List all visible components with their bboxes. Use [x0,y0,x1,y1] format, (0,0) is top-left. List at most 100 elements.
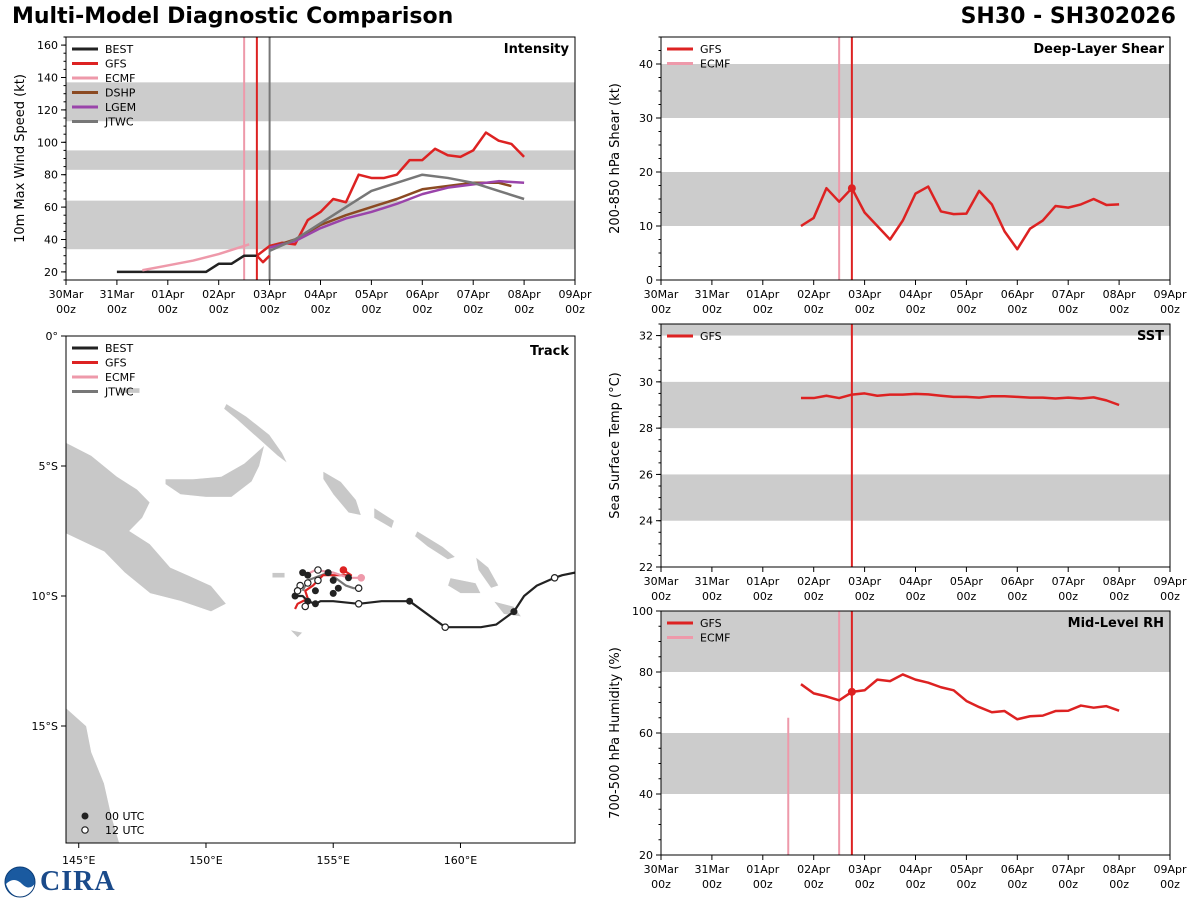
x-tick-label-date: 04Apr [304,288,338,301]
threshold-band [661,324,1170,336]
legend-label-best: BEST [105,43,133,56]
track-point-12utc [441,623,450,632]
x-tick-label-hour: 00z [209,303,229,316]
land-mass [322,470,362,516]
threshold-band [661,381,1170,429]
x-tick-label-hour: 00z [957,590,977,603]
x-tick-label-hour: 00z [158,303,178,316]
track-point-12utc [303,579,312,587]
x-tick-label-hour: 00z [651,303,671,316]
map-area [66,336,575,843]
y-tick-label: 10 [639,220,653,233]
series-line-ecmf [142,243,250,272]
x-tick-label-date: 01Apr [746,288,780,301]
x-tick-label-hour: 00z [1109,303,1129,316]
panel-shear: 0 10 20 30 40 30Mar 00z 31Mar 00z 01Apr 00z 02Apr 00… [608,36,1187,316]
x-tick-label-date: 06Apr [1001,288,1035,301]
figure-title: Multi-Model Diagnostic Comparison [12,4,454,29]
y-tick-label: 140 [37,72,58,85]
legend-label-gfs: GFS [700,617,722,630]
threshold-band [661,64,1170,118]
x-tick-label-hour: 00z [804,303,824,316]
land-mass [66,442,227,612]
x-tick-label-date: 05Apr [950,863,984,876]
x-tick-label-date: 02Apr [202,288,236,301]
threshold-band [661,733,1170,794]
land-mass [475,556,500,589]
x-tick-label-date: 03Apr [848,575,882,588]
y-tick-label: 80 [639,666,653,679]
land-mass [119,387,141,394]
cira-logo-text: CIRA [40,866,116,897]
x-tick-label-hour: 00z [906,303,926,316]
x-tick-label-date: 06Apr [1001,575,1035,588]
x-tick-label-hour: 00z [1058,878,1078,891]
x-tick-label-date: 02Apr [797,863,831,876]
lat-tick-label: 10°S [32,590,58,603]
land-mass [373,507,395,529]
x-tick-label-hour: 00z [957,303,977,316]
y-tick-label: 40 [44,234,58,247]
lon-tick-label: 155°E [316,854,349,867]
x-tick-label-date: 02Apr [797,288,831,301]
track-point-12utc [314,576,322,585]
track-point-12utc [293,586,302,595]
x-tick-label-date: 03Apr [253,288,287,301]
y-tick-label: 40 [639,58,653,71]
axes-frame [660,323,1171,568]
x-tick-label-date: 30Mar [644,575,679,588]
x-tick-label-hour: 00z [855,590,875,603]
y-axis-label: 10m Max Wind Speed (kt) [13,74,28,243]
land-mass [271,572,286,579]
x-tick-label-date: 30Mar [49,288,84,301]
legend-label-00utc: 00 UTC [105,810,145,823]
track-point-00utc [329,589,337,597]
x-tick-label-date: 08Apr [1103,863,1137,876]
legend-marker-00utc [81,812,89,820]
plot-area [787,611,1120,855]
x-tick-label-date: 07Apr [457,288,491,301]
y-tick-label: 20 [639,166,653,179]
series-line-gfs [800,186,853,228]
track-point-12utc [354,599,363,608]
y-tick-label: 120 [37,104,58,117]
track-point-12utc [354,584,363,593]
x-tick-label-date: 31Mar [695,288,730,301]
track-ecmf [304,568,362,579]
x-tick-label-hour: 00z [855,878,875,891]
x-tick-label-hour: 00z [107,303,127,316]
x-tick-label-date: 08Apr [1103,575,1137,588]
y-tick-label: 30 [639,376,653,389]
land-mass [289,629,304,639]
ocean [66,336,575,843]
x-tick-label-hour: 00z [753,878,773,891]
x-tick-label-hour: 00z [1007,878,1027,891]
plot-area [800,37,1120,280]
y-tick-label: 60 [639,727,653,740]
legend-label-gfs: GFS [700,43,722,56]
series-line-gfs [850,185,1120,251]
y-axis-label: Sea Surface Temp (°C) [608,372,623,519]
x-tick-label-date: 31Mar [695,575,730,588]
y-tick-label: 32 [639,330,653,343]
series-line-gfs [800,673,1120,721]
legend-label-ecmf: ECMF [105,371,135,384]
legend-label-gfs: GFS [105,58,127,71]
axes-frame [65,335,576,844]
panel-label: Deep-Layer Shear [1033,42,1164,57]
x-tick-label-date: 09Apr [1153,575,1187,588]
noaa-icon [4,866,36,898]
land-mass [164,444,266,498]
cira-logo: CIRA [4,866,116,898]
x-tick-label-date: 09Apr [1153,288,1187,301]
x-tick-label-hour: 00z [957,878,977,891]
y-tick-label: 160 [37,39,58,52]
threshold-band [661,172,1170,226]
x-tick-label-hour: 00z [514,303,534,316]
panel-label: Mid-Level RH [1068,616,1164,631]
threshold-band [66,82,575,122]
x-tick-label-hour: 00z [753,590,773,603]
y-tick-label: 40 [639,788,653,801]
lat-tick-label: 15°S [32,720,58,733]
